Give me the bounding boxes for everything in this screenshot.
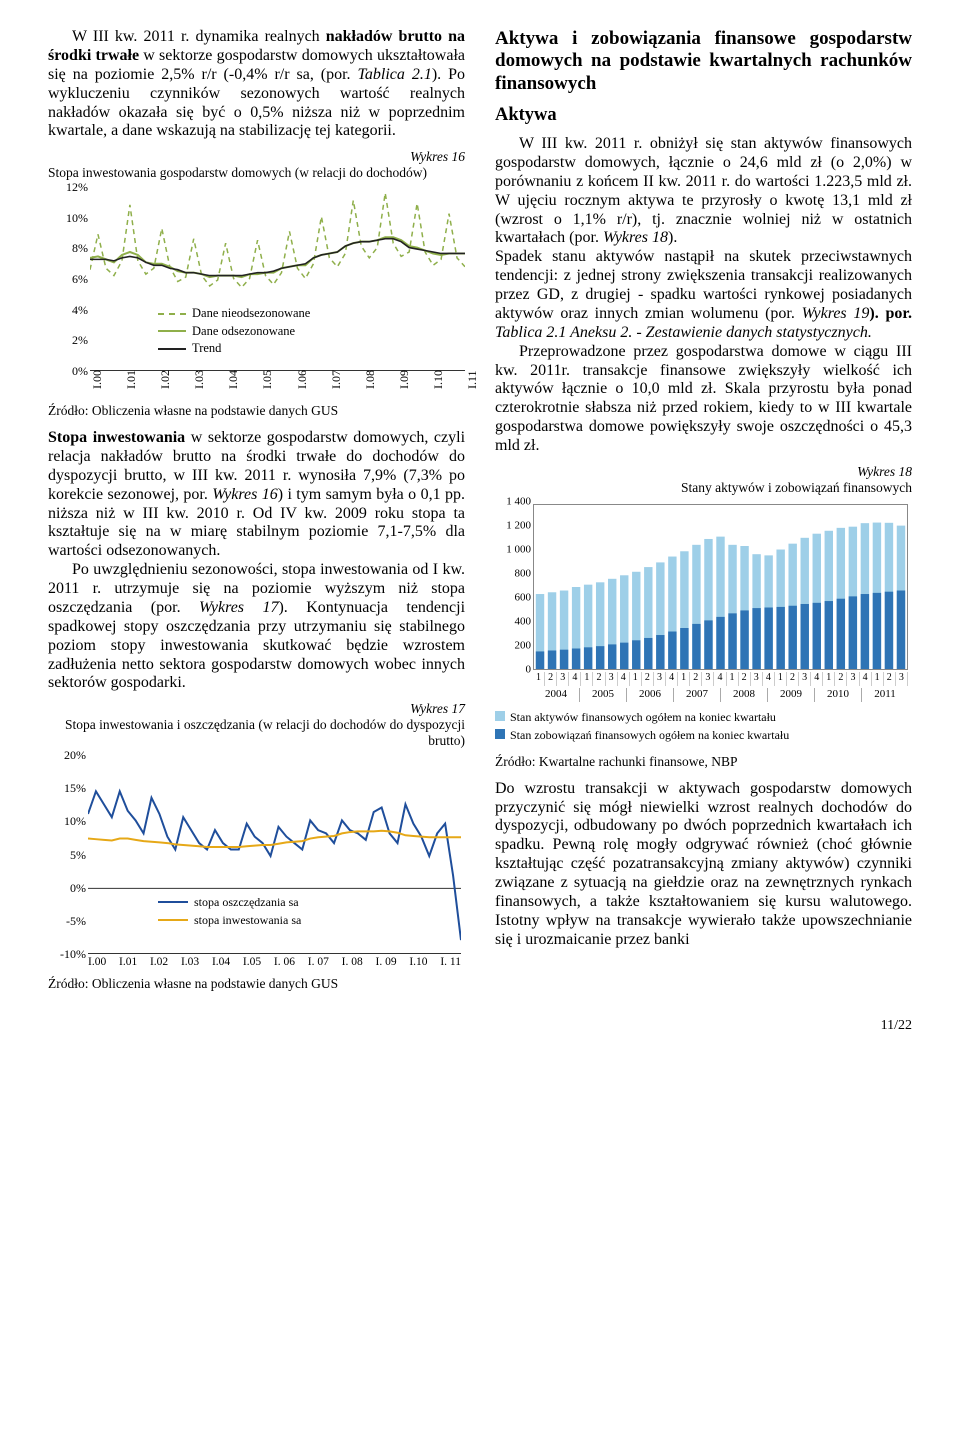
text: W III kw. 2011 r. obniżył się stan aktyw… bbox=[495, 135, 912, 246]
right-column: Aktywa i zobowiązania finansowe gospodar… bbox=[495, 28, 912, 1002]
para-stopa-inw: Stopa inwestowania w sektorze gospodarst… bbox=[48, 429, 465, 561]
chart16-subcaption: Stopa inwestowania gospodarstw domowych … bbox=[48, 165, 465, 181]
chart17-ylabels: 20%15%10%5%0%-5%-10% bbox=[48, 755, 86, 954]
ref: Wykres 18 bbox=[603, 229, 668, 246]
chart18: 1 4001 2001 0008006004002000 12341234123… bbox=[495, 502, 912, 702]
chart17-legend: stopa oszczędzania sastopa inwestowania … bbox=[158, 893, 301, 929]
bold: Stopa inwestowania bbox=[48, 429, 185, 446]
sub-head-aktywa: Aktywa bbox=[495, 105, 912, 127]
left-column: W III kw. 2011 r. dynamika realnych nakł… bbox=[48, 28, 465, 1002]
ref: Wykres 19 bbox=[802, 305, 870, 322]
chart18-caption: Wykres 18 bbox=[495, 464, 912, 480]
chart16-legend: Dane nieodsezonowaneDane odsezonowaneTre… bbox=[158, 305, 310, 358]
chart17: 20%15%10%5%0%-5%-10% I.00I.01I.02I.03I.0… bbox=[48, 755, 465, 970]
text: W III kw. 2011 r. dynamika realnych bbox=[72, 28, 326, 45]
para-r1: W III kw. 2011 r. obniżył się stan aktyw… bbox=[495, 135, 912, 248]
para-naklady: W III kw. 2011 r. dynamika realnych nakł… bbox=[48, 28, 465, 141]
para-sezonowosc: Po uwzględnieniu sezonowości, stopa inwe… bbox=[48, 561, 465, 693]
chart16: 12%10%8%6%4%2%0% I.00I.01I.02I.03I.04I.0… bbox=[48, 187, 465, 397]
ref: Tablica 2.1 bbox=[357, 66, 431, 83]
chart17-source: Źródło: Obliczenia własne na podstawie d… bbox=[48, 976, 465, 992]
chart16-xlabels: I.00I.01I.02I.03I.04I.05I.06I.07I.08I.09… bbox=[90, 373, 465, 397]
chart17-xlabels: I.00I.01I.02I.03I.04I.05I. 06I. 07I. 08I… bbox=[88, 956, 461, 970]
chart18-quarters: 1234123412341234123412341234123 bbox=[533, 672, 908, 686]
chart18-plot bbox=[533, 504, 908, 670]
para-r3: Przeprowadzone przez gospodarstwa domowe… bbox=[495, 343, 912, 456]
section-head: Aktywa i zobowiązania finansowe gospodar… bbox=[495, 28, 912, 95]
chart18-source: Źródło: Kwartalne rachunki finansowe, NB… bbox=[495, 754, 912, 770]
para-r2: Spadek stanu aktywów nastąpił na skutek … bbox=[495, 248, 912, 342]
ref: Tablica 2.1 Aneksu 2. - Zestawienie dany… bbox=[495, 324, 872, 341]
para-r4: Do wzrostu transakcji w aktywach gospoda… bbox=[495, 780, 912, 950]
chart18-years: 20042005200620072008200920102011 bbox=[533, 688, 908, 702]
chart16-ylabels: 12%10%8%6%4%2%0% bbox=[48, 187, 88, 371]
chart17-subcaption: Stopa inwestowania i oszczędzania (w rel… bbox=[48, 717, 465, 749]
text: ). por. bbox=[869, 305, 912, 322]
chart18-subcaption: Stany aktywów i zobowiązań finansowych bbox=[495, 480, 912, 496]
chart16-caption: Wykres 16 bbox=[48, 149, 465, 165]
chart18-ylabels: 1 4001 2001 0008006004002000 bbox=[495, 502, 531, 670]
text: ). bbox=[668, 229, 677, 246]
chart16-source: Źródło: Obliczenia własne na podstawie d… bbox=[48, 403, 465, 419]
ref: Wykres 16 bbox=[212, 486, 277, 503]
chart18-legend: Stan aktywów finansowych ogółem na konie… bbox=[495, 708, 912, 744]
chart17-caption: Wykres 17 bbox=[48, 701, 465, 717]
ref: Wykres 17 bbox=[199, 599, 278, 616]
page-number: 11/22 bbox=[48, 1018, 912, 1035]
